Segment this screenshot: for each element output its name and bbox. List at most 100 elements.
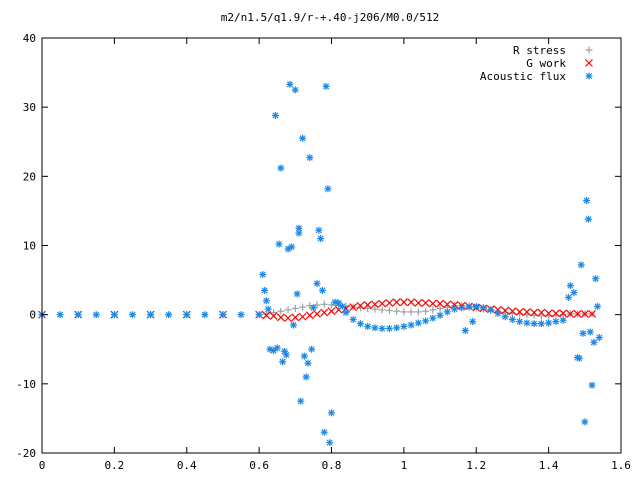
- y-tick-label: -10: [16, 378, 36, 391]
- data-point: [429, 306, 437, 314]
- data-point: [299, 303, 307, 311]
- data-point: [349, 316, 357, 324]
- data-point: [371, 300, 379, 309]
- data-point: [364, 322, 372, 330]
- data-point: [304, 359, 312, 367]
- data-point: [479, 304, 487, 312]
- data-point: [302, 373, 310, 381]
- data-point: [286, 80, 294, 88]
- data-point: [537, 312, 545, 320]
- data-point: [201, 311, 209, 319]
- legend-marker: [585, 72, 593, 80]
- data-point: [421, 298, 430, 307]
- data-point: [313, 301, 321, 309]
- data-point: [523, 319, 531, 327]
- data-point: [581, 418, 589, 426]
- data-point: [458, 304, 466, 312]
- data-point: [266, 345, 274, 353]
- data-point: [270, 347, 278, 355]
- data-point: [443, 300, 452, 309]
- data-point: [545, 319, 553, 327]
- data-point: [580, 310, 589, 318]
- data-point: [371, 305, 379, 313]
- data-point: [544, 309, 553, 318]
- data-point: [183, 311, 191, 319]
- x-tick-label: 0.4: [177, 459, 197, 472]
- data-point: [275, 240, 283, 248]
- data-point: [570, 289, 578, 297]
- data-point: [165, 311, 173, 319]
- data-point: [588, 381, 596, 389]
- data-point: [338, 302, 346, 310]
- data-point: [583, 197, 591, 205]
- data-point: [320, 308, 329, 317]
- data-point: [306, 154, 314, 162]
- y-tick-label: 40: [23, 32, 36, 45]
- data-point: [414, 298, 423, 307]
- data-point: [300, 352, 308, 360]
- data-point: [392, 298, 401, 307]
- data-point: [436, 304, 444, 312]
- x-tick-label: 1.2: [466, 459, 486, 472]
- data-point: [356, 301, 365, 310]
- data-point: [326, 439, 334, 447]
- data-point: [436, 299, 444, 308]
- data-point: [559, 309, 568, 318]
- data-point: [308, 345, 316, 353]
- y-tick-label: 10: [23, 240, 36, 253]
- data-point: [378, 325, 386, 332]
- data-point: [271, 111, 279, 119]
- data-point: [305, 311, 314, 320]
- data-point: [590, 338, 598, 346]
- data-point: [422, 307, 430, 315]
- axis-ticks-layer: 0 0.2 0.4 0.6 0.8 1 1.2 1.4 1.6 -20 -10 0 10 20 30 40: [16, 32, 631, 472]
- data-point: [270, 309, 278, 317]
- x-tick-label: 0.6: [249, 459, 269, 472]
- data-point: [399, 298, 408, 307]
- legend-label: Acoustic flux: [480, 70, 566, 83]
- data-point: [262, 297, 270, 305]
- data-point: [261, 286, 269, 294]
- data-point: [295, 229, 303, 237]
- data-point: [465, 303, 473, 311]
- data-point: [277, 164, 285, 172]
- data-point: [293, 290, 301, 298]
- data-point: [575, 354, 583, 362]
- data-point: [393, 307, 401, 315]
- data-point: [324, 185, 332, 193]
- data-point: [92, 311, 100, 319]
- x-tick-label: 0.2: [104, 459, 124, 472]
- data-point: [284, 314, 292, 323]
- data-point: [559, 316, 567, 324]
- data-point: [552, 318, 560, 326]
- y-tick-label: 20: [23, 170, 36, 183]
- data-point: [313, 280, 321, 288]
- x-tick-label: 1: [401, 459, 408, 472]
- x-tick-label: 1.4: [539, 459, 559, 472]
- data-point: [515, 307, 524, 316]
- data-point: [407, 298, 416, 307]
- data-point: [566, 282, 574, 290]
- data-point: [269, 312, 278, 320]
- data-point: [516, 318, 524, 326]
- data-point: [537, 308, 546, 317]
- data-point: [566, 310, 575, 318]
- data-point: [593, 302, 601, 310]
- data-point: [297, 397, 305, 405]
- data-point: [356, 320, 364, 328]
- data-point: [371, 324, 379, 332]
- data-point: [237, 311, 245, 319]
- data-point: [400, 322, 408, 330]
- data-point: [273, 344, 281, 352]
- data-point: [588, 310, 596, 318]
- data-point: [385, 325, 393, 332]
- data-point: [277, 307, 285, 315]
- data-point: [584, 215, 592, 223]
- data-point: [309, 304, 317, 312]
- data-point: [327, 307, 336, 316]
- data-point: [385, 298, 394, 307]
- data-point: [219, 311, 227, 319]
- data-point: [487, 306, 495, 314]
- data-point: [443, 308, 451, 316]
